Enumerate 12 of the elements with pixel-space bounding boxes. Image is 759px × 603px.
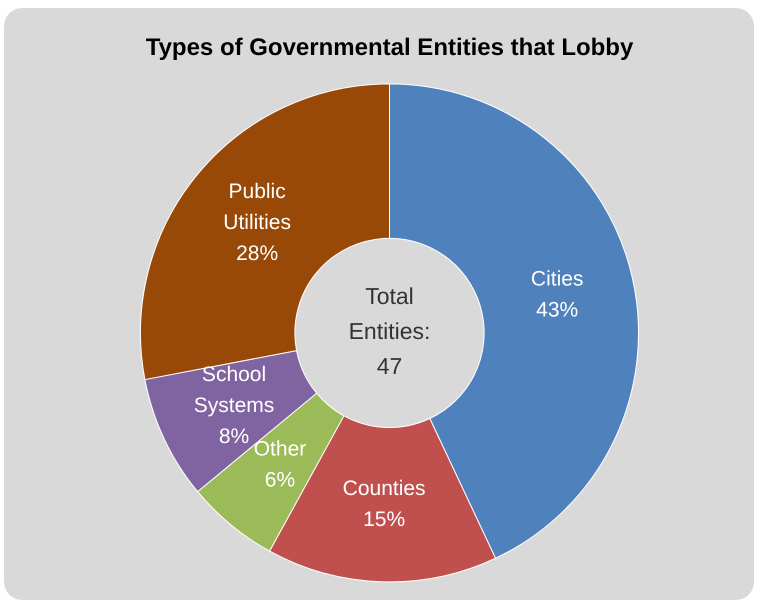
slice-label: Cities [530,268,584,291]
chart-title: Types of Governmental Entities that Lobby [146,34,634,62]
data-label: 8% [218,424,250,448]
slice-label: School Systems [194,362,274,417]
slice-label: Public Utilities [223,180,291,234]
data-label: 43% [536,298,578,322]
data-label: 6% [264,468,296,492]
slice-label: Counties [342,476,426,500]
data-label: 15% [363,508,406,531]
data-label: 28% [236,242,278,266]
text: Total Entities: 47 [348,283,430,380]
slice-label: Other [254,438,306,461]
